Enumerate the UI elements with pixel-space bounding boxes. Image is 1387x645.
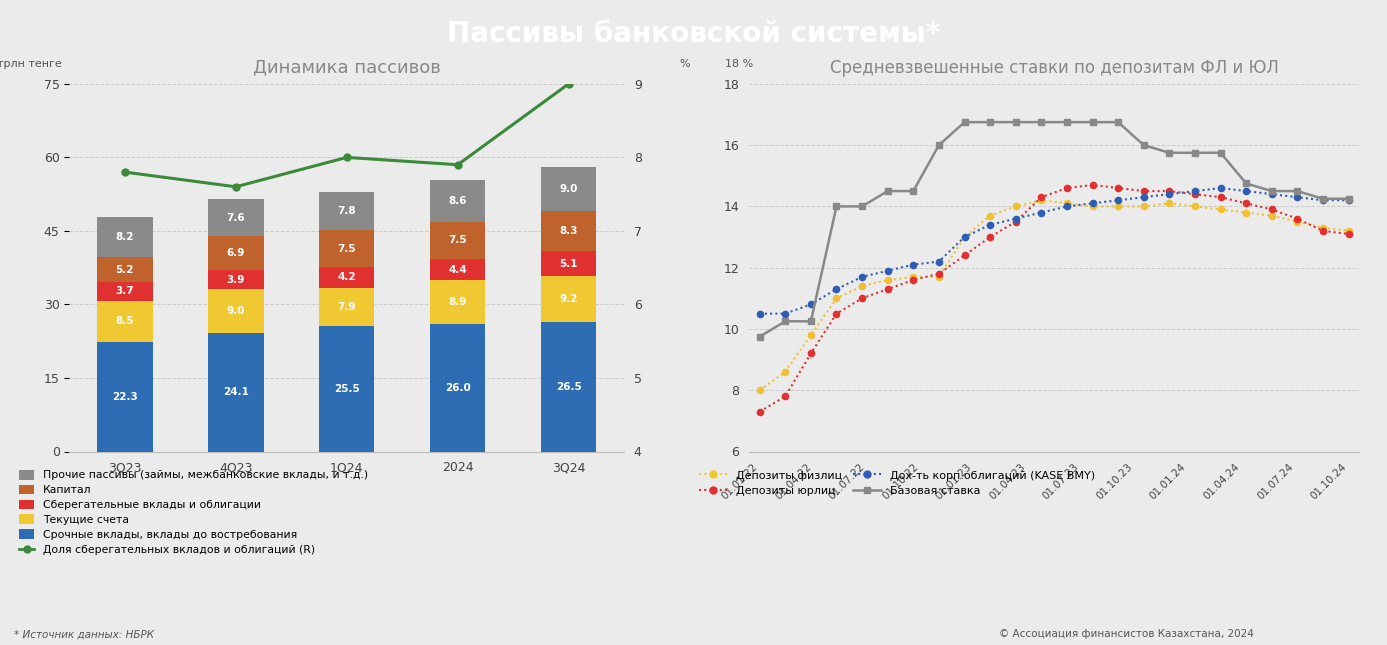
Text: 7.6: 7.6 (226, 213, 245, 223)
Bar (97, 342, 153, 451)
Text: 24.1: 24.1 (223, 388, 248, 397)
Text: 25.5: 25.5 (334, 384, 359, 394)
Text: 9.2: 9.2 (559, 294, 578, 304)
Text: 6.9: 6.9 (226, 248, 245, 258)
Bar (208, 289, 264, 333)
Bar (319, 230, 374, 267)
Bar (208, 199, 264, 236)
Bar (319, 192, 374, 230)
Text: 8.9: 8.9 (448, 297, 467, 307)
Bar (430, 222, 485, 259)
Bar (208, 333, 264, 452)
Bar (97, 283, 153, 301)
Bar (97, 217, 153, 257)
Text: 7.5: 7.5 (337, 244, 356, 253)
Text: 3.9: 3.9 (226, 275, 245, 284)
Text: трлн тенге: трлн тенге (0, 59, 62, 69)
Bar (430, 180, 485, 222)
Bar (541, 252, 596, 277)
Bar (208, 270, 264, 289)
Text: * Источник данных: НБРК: * Источник данных: НБРК (14, 630, 154, 639)
Bar (319, 267, 374, 288)
Text: %: % (680, 59, 691, 69)
Bar (319, 326, 374, 452)
Bar (541, 166, 596, 211)
Text: 26.0: 26.0 (445, 382, 470, 393)
Bar (430, 324, 485, 452)
Text: 5.1: 5.1 (559, 259, 578, 269)
Text: 4.4: 4.4 (448, 264, 467, 275)
Text: 7.8: 7.8 (337, 206, 356, 216)
Text: 3.7: 3.7 (115, 286, 135, 297)
Text: 7.5: 7.5 (448, 235, 467, 246)
Text: 9.0: 9.0 (559, 184, 578, 194)
Bar (319, 288, 374, 326)
Text: 26.5: 26.5 (556, 382, 581, 392)
Bar (430, 259, 485, 281)
Title: Динамика пассивов: Динамика пассивов (252, 59, 441, 77)
Text: 22.3: 22.3 (112, 392, 137, 402)
Bar (541, 322, 596, 452)
Bar (541, 211, 596, 252)
Bar (430, 281, 485, 324)
Text: 8.2: 8.2 (115, 232, 135, 242)
Bar (97, 257, 153, 283)
Text: 5.2: 5.2 (115, 264, 135, 275)
Text: 9.0: 9.0 (226, 306, 245, 316)
Text: 8.3: 8.3 (559, 226, 578, 236)
Text: 7.9: 7.9 (337, 302, 356, 312)
Legend: Прочие пассивы (займы, межбанковские вклады, и т.д.), Капитал, Сберегательные вк: Прочие пассивы (займы, межбанковские вкл… (19, 470, 368, 555)
Text: 8.6: 8.6 (448, 196, 467, 206)
Bar (541, 277, 596, 322)
Text: Пассивы банковской системы*: Пассивы банковской системы* (447, 20, 940, 48)
Text: 18 %: 18 % (724, 59, 753, 69)
Legend: Депозиты физлиц, Депозиты юрлиц, Дох-ть корп.облигаций (KASE BMY), Базовая ставк: Депозиты физлиц, Депозиты юрлиц, Дох-ть … (699, 470, 1094, 496)
Text: © Ассоциация финансистов Казахстана, 2024: © Ассоциация финансистов Казахстана, 202… (999, 630, 1254, 639)
Text: 4.2: 4.2 (337, 272, 356, 283)
Title: Средневзвешенные ставки по депозитам ФЛ и ЮЛ: Средневзвешенные ставки по депозитам ФЛ … (829, 59, 1279, 77)
Bar (97, 301, 153, 342)
Text: 8.5: 8.5 (115, 316, 135, 326)
Bar (208, 236, 264, 270)
